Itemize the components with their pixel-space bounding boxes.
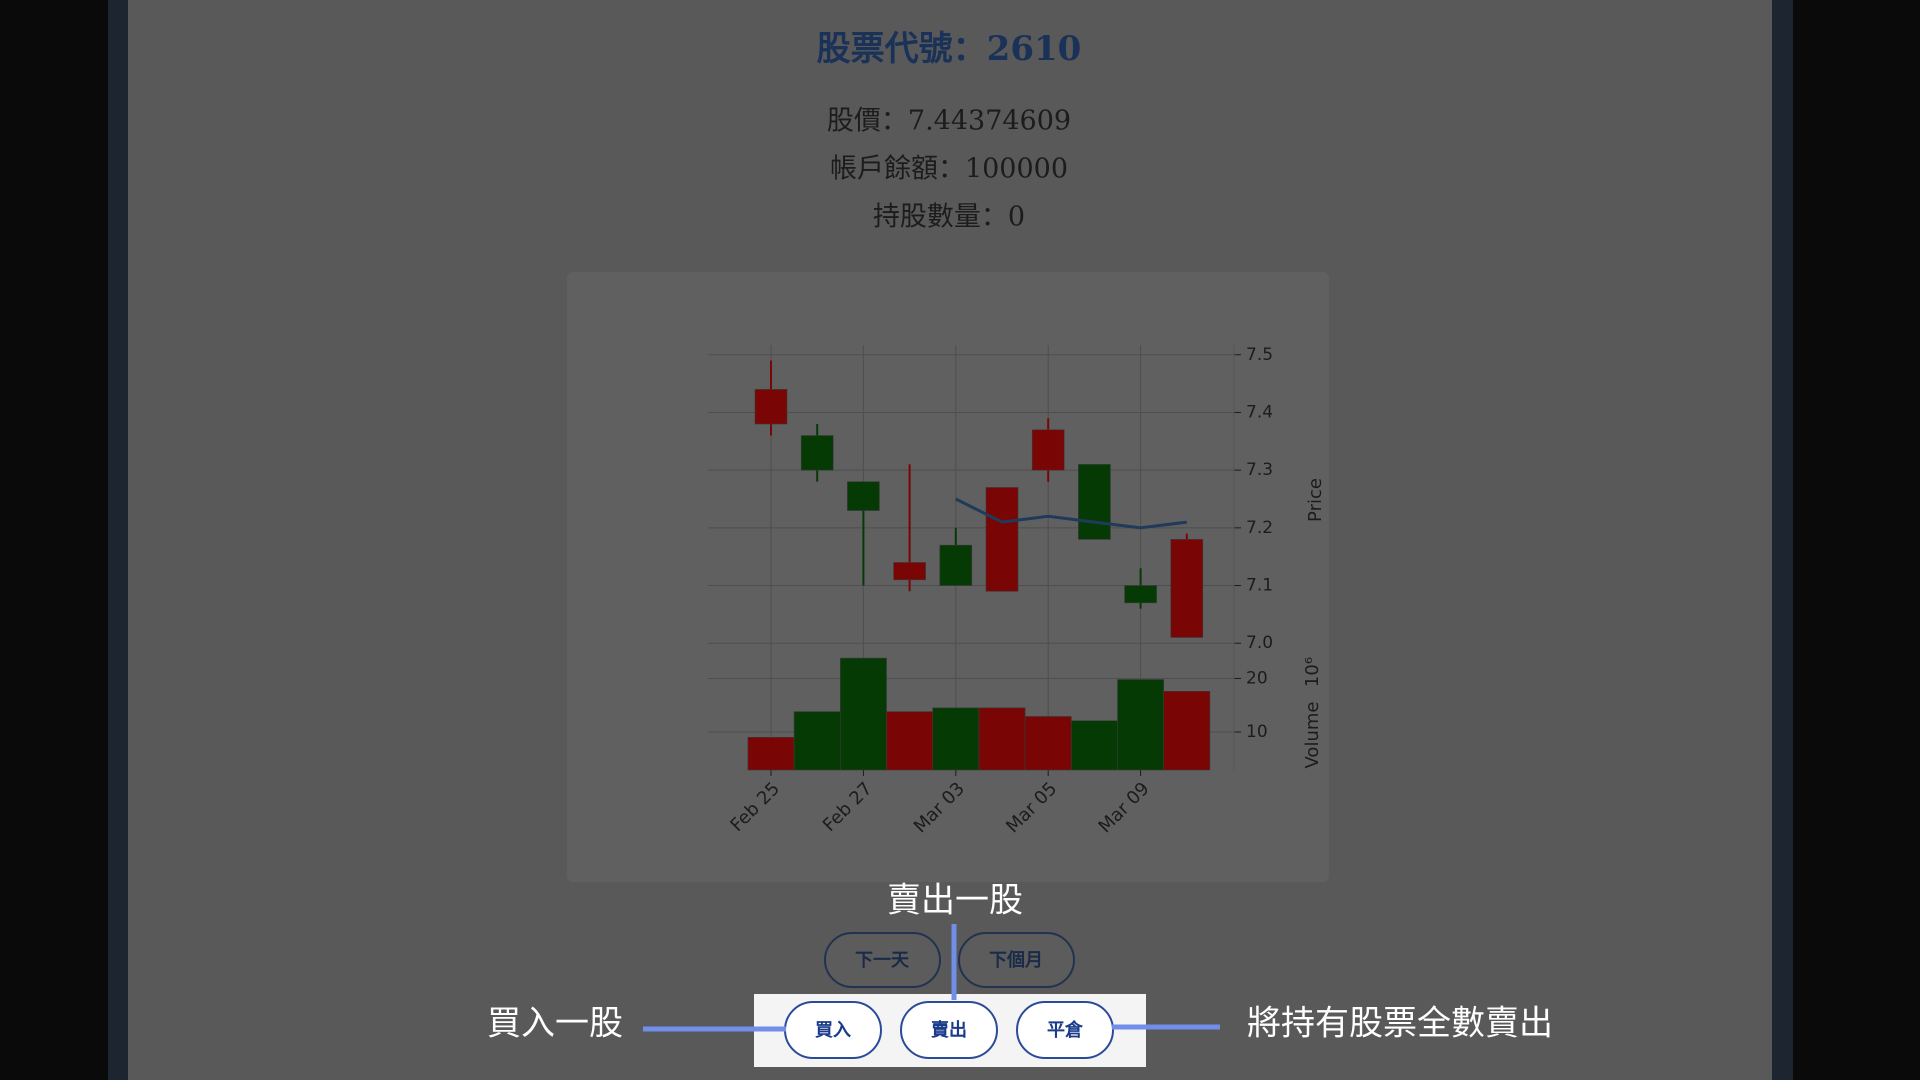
- candle-body: [1170, 539, 1204, 638]
- volume-bar: [747, 737, 795, 771]
- candle-body: [847, 481, 880, 511]
- button-label[interactable]: 買入: [815, 1020, 851, 1041]
- volume-bar: [886, 711, 934, 771]
- moving-average: [955, 497, 1187, 530]
- price-info: 股價：7.44374609: [827, 106, 1071, 137]
- nav-button[interactable]: 下一天: [824, 932, 941, 988]
- sell-button[interactable]: 賣出: [900, 1001, 998, 1059]
- y-tick-label: 10: [1246, 722, 1268, 742]
- candle-body: [1078, 464, 1111, 540]
- candle-body: [800, 435, 834, 471]
- candle-body: [893, 562, 926, 581]
- volume-bar: [1163, 690, 1211, 771]
- balance-info: 帳戶餘額：100000: [830, 154, 1068, 185]
- annotation: 賣出一股: [887, 881, 1023, 921]
- annotation: 買入一股: [487, 1004, 623, 1044]
- y-tick-label: 7.3: [1246, 460, 1273, 480]
- button-label[interactable]: 下一天: [855, 950, 910, 971]
- candle-body: [754, 389, 788, 425]
- volume-bar: [1071, 720, 1118, 771]
- button-label[interactable]: 下個月: [989, 950, 1043, 971]
- candle-body: [1124, 585, 1157, 604]
- candle-body: [1031, 429, 1065, 471]
- volume-bar: [839, 657, 887, 771]
- button-label[interactable]: 賣出: [931, 1019, 967, 1041]
- volume-bar: [1117, 679, 1165, 771]
- holding-info: 持股數量：0: [873, 202, 1025, 233]
- volume-bar: [978, 707, 1026, 771]
- buy-button[interactable]: 買入: [784, 1001, 882, 1059]
- y-tick-label: 7.4: [1246, 402, 1273, 422]
- y-tick-label: 7.0: [1246, 633, 1273, 653]
- button-shape[interactable]: [958, 932, 1075, 988]
- stock-code: 股票代號：2610: [817, 29, 1082, 69]
- candle-body: [939, 544, 973, 586]
- button-label[interactable]: 平倉: [1047, 1019, 1084, 1041]
- candle-body: [985, 487, 1019, 592]
- y-tick-label: 7.2: [1246, 518, 1273, 538]
- volume-axis-label: Volume: [1302, 702, 1323, 769]
- y-tick-label: 7.5: [1246, 345, 1273, 365]
- volume-bar: [932, 707, 980, 771]
- button-shape[interactable]: [1016, 1001, 1114, 1059]
- annotation: 將持有股票全數賣出: [1247, 1004, 1553, 1044]
- button-shape[interactable]: [900, 1001, 998, 1059]
- close-button[interactable]: 平倉: [1016, 1001, 1114, 1059]
- y-tick-label: 7.1: [1246, 576, 1273, 596]
- volume-bar: [1024, 716, 1072, 771]
- y-axis-label: Price: [1305, 478, 1326, 522]
- volume-bar: [793, 711, 841, 771]
- y-tick-label: 20: [1246, 668, 1268, 688]
- button-shape[interactable]: [824, 932, 941, 988]
- volume-offset: 10⁶: [1302, 657, 1323, 687]
- nav-button[interactable]: 下個月: [958, 932, 1075, 988]
